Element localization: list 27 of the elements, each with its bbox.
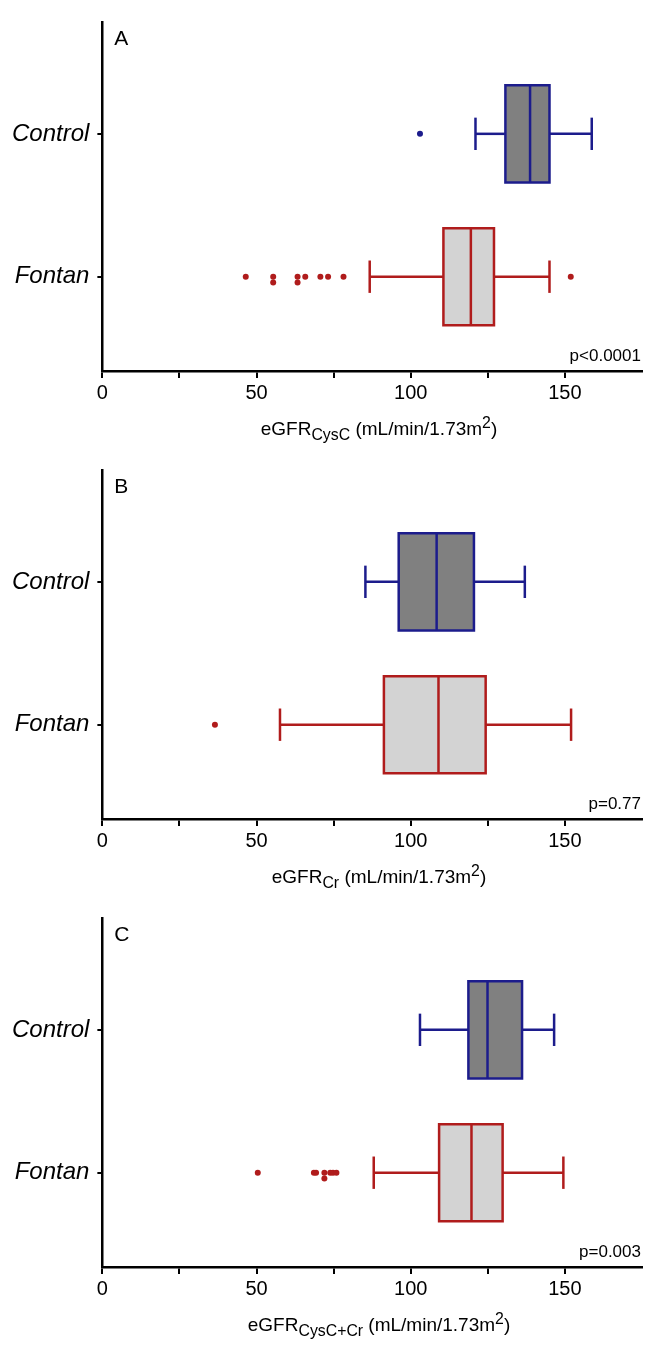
y-tick-label: Control <box>11 1014 91 1042</box>
annotation: p=0.003 <box>579 1242 641 1262</box>
x-axis-title: eGFR$_{CysC+Cr}$ (mL/min/1.73m$^{2}$) <box>246 1309 512 1342</box>
chart-title: A <box>114 25 129 49</box>
x-tick-label: 50 <box>245 380 268 403</box>
x-tick-label: 0 <box>96 380 108 403</box>
x-tick-label: 150 <box>548 1276 582 1299</box>
x-tick-label: 150 <box>548 380 582 403</box>
y-tick-label: Control <box>11 566 91 594</box>
x-tick-label: 0 <box>96 828 108 851</box>
x-tick-label: 100 <box>394 380 428 403</box>
annotation: p=0.77 <box>588 794 641 814</box>
x-tick-label: 50 <box>245 1276 268 1299</box>
annotation: p<0.0001 <box>569 346 641 366</box>
chart-title: C <box>114 921 130 945</box>
chart-title: B <box>114 473 129 497</box>
x-tick-label: 100 <box>394 828 428 851</box>
x-tick-label: 100 <box>394 1276 428 1299</box>
y-tick-label: Fontan <box>14 261 90 289</box>
x-tick-label: 150 <box>548 828 582 851</box>
x-tick-label: 50 <box>245 828 268 851</box>
y-tick-label: Fontan <box>14 1157 90 1185</box>
y-tick-label: Control <box>11 118 91 146</box>
x-axis-title: eGFR$_{CysC}$ (mL/min/1.73m$^{2}$) <box>259 413 499 446</box>
x-axis-title: eGFR$_{Cr}$ (mL/min/1.73m$^{2}$) <box>270 861 488 894</box>
x-tick-label: 0 <box>96 1276 108 1299</box>
y-tick-label: Fontan <box>14 709 90 737</box>
